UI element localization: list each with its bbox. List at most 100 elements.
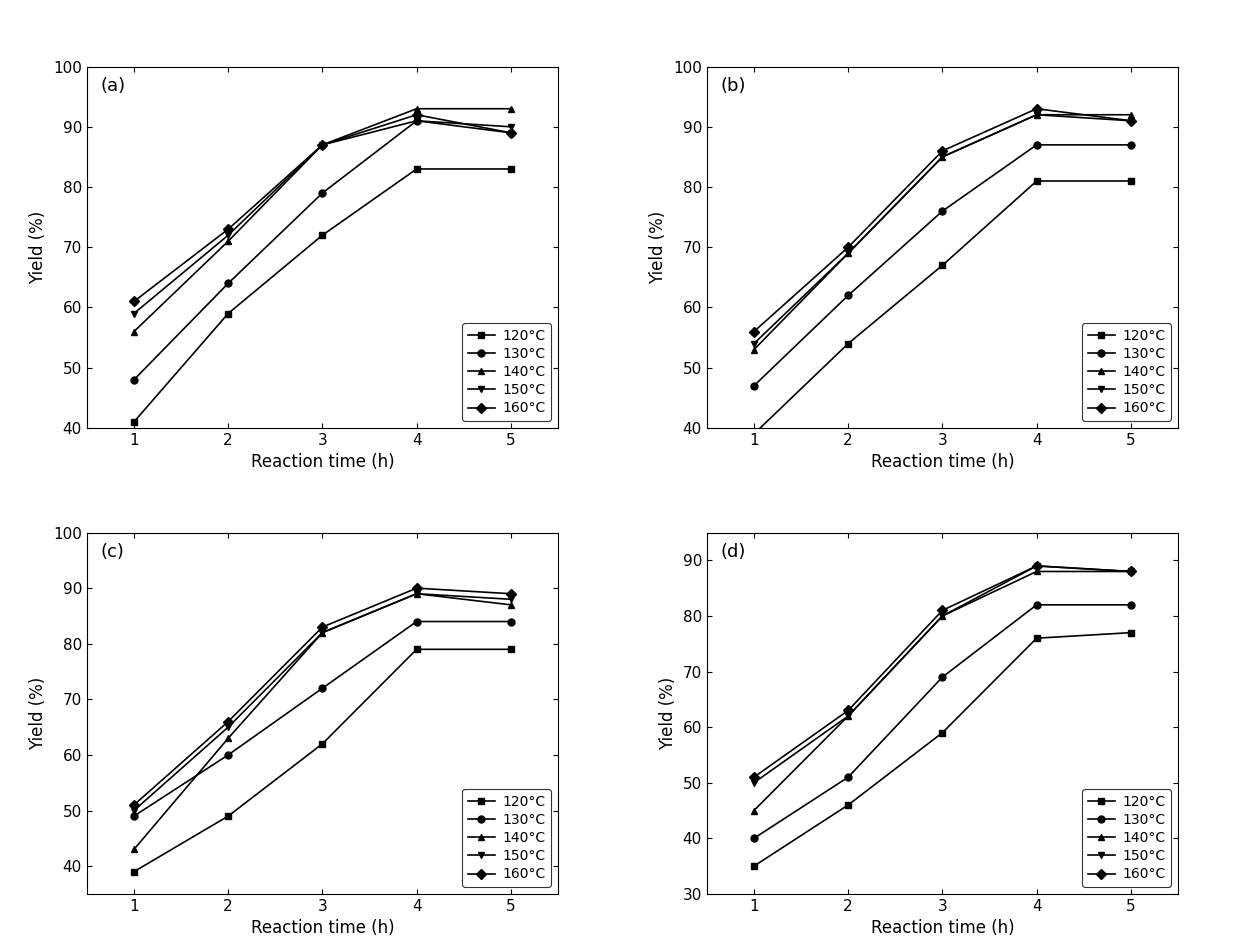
150°C xyxy=(1029,560,1044,572)
160°C xyxy=(746,771,761,783)
150°C xyxy=(315,139,330,150)
130°C xyxy=(1029,599,1044,611)
Text: (a): (a) xyxy=(100,77,126,95)
Line: 120°C: 120°C xyxy=(750,178,1135,437)
120°C xyxy=(315,738,330,749)
Line: 130°C: 130°C xyxy=(130,618,515,820)
Line: 130°C: 130°C xyxy=(750,601,1135,842)
160°C xyxy=(746,326,761,338)
Line: 120°C: 120°C xyxy=(130,165,515,425)
Text: (c): (c) xyxy=(100,543,125,561)
160°C xyxy=(126,296,141,307)
120°C xyxy=(1123,175,1138,186)
X-axis label: Reaction time (h): Reaction time (h) xyxy=(870,454,1014,472)
Legend: 120°C, 130°C, 140°C, 150°C, 160°C: 120°C, 130°C, 140°C, 150°C, 160°C xyxy=(1083,323,1171,421)
Y-axis label: Yield (%): Yield (%) xyxy=(30,676,47,750)
160°C xyxy=(841,242,856,253)
120°C xyxy=(126,417,141,428)
160°C xyxy=(503,127,518,139)
130°C xyxy=(126,374,141,385)
140°C xyxy=(935,611,950,622)
Legend: 120°C, 130°C, 140°C, 150°C, 160°C: 120°C, 130°C, 140°C, 150°C, 160°C xyxy=(1083,789,1171,887)
130°C xyxy=(503,127,518,139)
160°C xyxy=(841,705,856,716)
Line: 150°C: 150°C xyxy=(750,111,1135,347)
130°C xyxy=(315,683,330,694)
Line: 150°C: 150°C xyxy=(750,562,1135,786)
130°C xyxy=(841,290,856,301)
150°C xyxy=(935,151,950,163)
160°C xyxy=(221,223,236,235)
150°C xyxy=(746,338,761,349)
160°C xyxy=(935,605,950,616)
120°C xyxy=(746,428,761,439)
160°C xyxy=(315,139,330,150)
140°C xyxy=(746,344,761,356)
140°C xyxy=(503,103,518,114)
160°C xyxy=(1029,560,1044,572)
120°C xyxy=(935,260,950,271)
Y-axis label: Yield (%): Yield (%) xyxy=(30,210,47,284)
150°C xyxy=(126,805,141,816)
160°C xyxy=(315,621,330,632)
130°C xyxy=(841,771,856,783)
Legend: 120°C, 130°C, 140°C, 150°C, 160°C: 120°C, 130°C, 140°C, 150°C, 160°C xyxy=(463,789,551,887)
140°C xyxy=(409,103,424,114)
Text: (b): (b) xyxy=(720,77,746,95)
130°C xyxy=(315,187,330,199)
160°C xyxy=(1123,115,1138,126)
160°C xyxy=(1029,103,1044,114)
Line: 130°C: 130°C xyxy=(130,117,515,383)
150°C xyxy=(221,722,236,733)
150°C xyxy=(315,627,330,638)
130°C xyxy=(1123,139,1138,150)
Line: 160°C: 160°C xyxy=(130,111,515,305)
150°C xyxy=(1123,115,1138,126)
140°C xyxy=(126,844,141,855)
120°C xyxy=(409,644,424,655)
Line: 150°C: 150°C xyxy=(130,591,515,814)
Line: 150°C: 150°C xyxy=(130,117,515,317)
120°C xyxy=(409,164,424,175)
130°C xyxy=(935,205,950,217)
120°C xyxy=(503,644,518,655)
140°C xyxy=(1029,109,1044,121)
140°C xyxy=(1029,566,1044,577)
140°C xyxy=(315,139,330,150)
130°C xyxy=(1123,599,1138,611)
120°C xyxy=(746,861,761,872)
160°C xyxy=(1123,566,1138,577)
140°C xyxy=(503,599,518,611)
140°C xyxy=(1123,566,1138,577)
120°C xyxy=(841,799,856,810)
130°C xyxy=(221,749,236,761)
130°C xyxy=(746,833,761,844)
160°C xyxy=(409,109,424,121)
Y-axis label: Yield (%): Yield (%) xyxy=(658,676,677,750)
Text: (d): (d) xyxy=(720,543,746,561)
Line: 140°C: 140°C xyxy=(750,111,1135,353)
150°C xyxy=(409,115,424,126)
140°C xyxy=(841,247,856,259)
X-axis label: Reaction time (h): Reaction time (h) xyxy=(250,920,394,938)
150°C xyxy=(503,121,518,132)
Y-axis label: Yield (%): Yield (%) xyxy=(650,210,667,284)
120°C xyxy=(503,164,518,175)
160°C xyxy=(221,716,236,728)
160°C xyxy=(409,582,424,593)
130°C xyxy=(1029,139,1044,150)
Legend: 120°C, 130°C, 140°C, 150°C, 160°C: 120°C, 130°C, 140°C, 150°C, 160°C xyxy=(463,323,551,421)
150°C xyxy=(841,247,856,259)
Line: 140°C: 140°C xyxy=(130,106,515,335)
120°C xyxy=(1029,632,1044,644)
120°C xyxy=(1123,627,1138,638)
160°C xyxy=(126,799,141,810)
Line: 140°C: 140°C xyxy=(130,591,515,853)
Line: 130°C: 130°C xyxy=(750,142,1135,389)
Line: 160°C: 160°C xyxy=(750,562,1135,781)
130°C xyxy=(746,380,761,392)
Line: 120°C: 120°C xyxy=(130,646,515,875)
120°C xyxy=(935,727,950,738)
130°C xyxy=(126,810,141,822)
120°C xyxy=(315,229,330,241)
